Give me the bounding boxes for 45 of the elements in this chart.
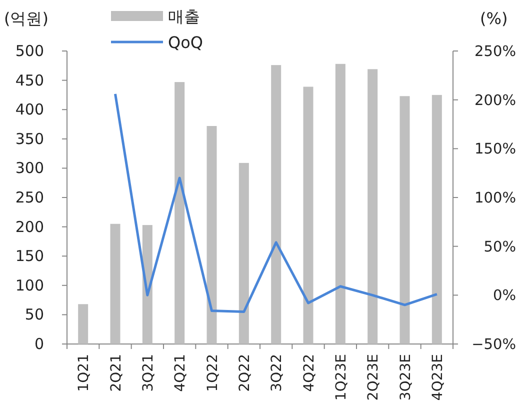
y-tick-label: 500: [15, 42, 44, 60]
y-tick-label: 200: [15, 218, 44, 236]
y-tick-label: 400: [15, 100, 44, 119]
bar: [368, 69, 378, 344]
bar: [78, 304, 88, 344]
x-tick-label: 1Q23E: [333, 354, 350, 401]
y-tick-label: 350: [15, 130, 44, 148]
y-tick-label: 0: [34, 335, 44, 353]
y2-tick-label: −50%: [472, 337, 516, 353]
y-tick-label: 50: [24, 306, 44, 324]
x-tick-label: 2Q21: [108, 354, 124, 392]
y2-tick-label: 100%: [474, 190, 516, 206]
bar: [174, 82, 185, 344]
x-tick-label: 1Q21: [76, 354, 92, 392]
bar: [432, 94, 442, 344]
bar: [303, 86, 314, 344]
x-tick-label: 3Q23E: [398, 354, 414, 401]
bar: [335, 64, 346, 344]
legend-label: QoQ: [168, 33, 203, 52]
bar: [271, 65, 282, 344]
y2-axis-title: (%): [480, 9, 508, 28]
legend-label: 매출: [168, 7, 200, 26]
y2-tick-label: 250%: [474, 44, 516, 60]
y-tick-label: 150: [15, 247, 44, 266]
y-tick-label: 450: [15, 71, 44, 90]
x-tick-label: 2Q22: [236, 354, 253, 392]
y2-tick-label: 150%: [474, 142, 516, 158]
bar: [110, 224, 120, 344]
x-tick-label: 2Q23E: [366, 354, 382, 401]
x-tick-label: 1Q22: [204, 354, 221, 392]
y2-tick-label: 200%: [474, 92, 516, 109]
y2-tick-label: 0%: [492, 288, 516, 304]
y-axis-title: (억원): [4, 9, 48, 28]
bar: [206, 126, 217, 344]
bar: [238, 162, 249, 344]
y-tick-label: 250: [15, 188, 44, 206]
bar: [400, 96, 410, 344]
x-tick-label: 4Q21: [172, 354, 189, 392]
x-tick-label: 3Q22: [269, 354, 286, 392]
x-tick-label: 4Q23E: [430, 354, 446, 401]
y-tick-label: 300: [15, 159, 44, 178]
x-tick-label: 3Q21: [140, 354, 156, 392]
y-tick-label: 100: [15, 276, 44, 294]
x-tick-label: 4Q22: [301, 354, 318, 392]
y2-tick-label: 50%: [484, 239, 516, 256]
